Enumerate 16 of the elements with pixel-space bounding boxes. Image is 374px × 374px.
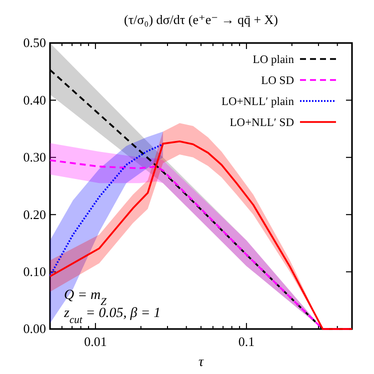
legend-label: LO plain <box>252 54 294 66</box>
chart-title: (τ/σ₀) dσ/dτ (e⁺e⁻ → qq̄ + X) <box>124 12 278 27</box>
x-axis-title: τ <box>198 355 204 370</box>
legend-label: LO+NLL′ SD <box>230 117 294 129</box>
x-tick-label: 0.1 <box>238 334 255 350</box>
y-tick-label: 0.30 <box>23 150 46 165</box>
y-tick-label: 0.40 <box>23 92 46 108</box>
legend-label: LO+NLL′ plain <box>221 96 294 108</box>
annotation: z$_{cut}$ = 0.05, β = 1 <box>63 306 161 326</box>
y-tick-label: 0.20 <box>23 206 46 222</box>
legend-label: LO SD <box>261 75 294 87</box>
annotation: Q = m$_{Z}$ <box>64 288 107 308</box>
y-tick-label: 0.10 <box>23 264 46 279</box>
y-tick-label: 0.50 <box>23 35 46 50</box>
x-tick-label: 0.01 <box>84 334 107 350</box>
y-tick-label: 0.00 <box>23 321 46 336</box>
